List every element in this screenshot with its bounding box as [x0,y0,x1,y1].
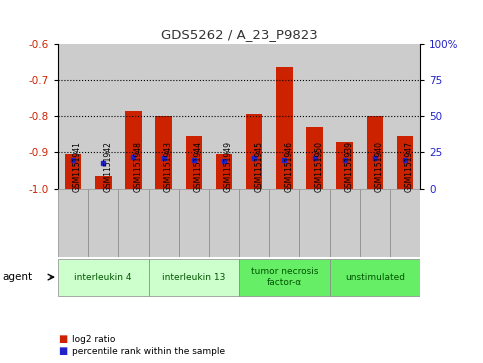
Bar [179,189,209,257]
Text: interleukin 13: interleukin 13 [162,273,226,282]
Bar [390,44,420,189]
Bar [149,258,239,295]
Text: GSM1151943: GSM1151943 [164,141,172,192]
Bar [156,116,172,189]
Bar [330,189,360,257]
Text: ■: ■ [58,334,67,344]
Text: tumor necrosis
factor-α: tumor necrosis factor-α [251,268,318,287]
Text: log2 ratio: log2 ratio [72,335,116,344]
Bar [270,189,299,257]
Bar [390,189,420,257]
Bar [209,189,239,257]
Bar [179,44,209,189]
Bar [88,44,118,189]
Bar [95,176,112,189]
Bar [209,44,239,189]
Bar [118,44,149,189]
Text: GSM1151948: GSM1151948 [133,141,142,192]
Bar [149,44,179,189]
Text: GSM1151941: GSM1151941 [73,141,82,192]
Text: GSM1151944: GSM1151944 [194,141,203,192]
Bar [239,189,270,257]
Bar [299,44,330,189]
Bar [330,258,420,295]
Text: GSM1151945: GSM1151945 [254,141,263,192]
Bar [216,154,232,189]
Bar [397,136,413,189]
Bar [337,142,353,189]
Text: unstimulated: unstimulated [345,273,405,282]
Bar [276,67,293,189]
Text: GSM1151947: GSM1151947 [405,141,414,192]
Bar [270,44,299,189]
Bar [299,189,330,257]
Bar [360,189,390,257]
Bar [306,127,323,189]
Text: GSM1151939: GSM1151939 [345,141,354,192]
Text: agent: agent [2,272,32,282]
Bar [125,111,142,189]
Text: interleukin 4: interleukin 4 [74,273,132,282]
Text: GSM1151946: GSM1151946 [284,141,293,192]
Bar [88,189,118,257]
Bar [360,44,390,189]
Bar [149,189,179,257]
Bar [239,258,330,295]
Text: GSM1151942: GSM1151942 [103,141,112,192]
Text: GSM1151950: GSM1151950 [314,141,324,192]
Bar [65,154,81,189]
Bar [246,114,262,189]
Title: GDS5262 / A_23_P9823: GDS5262 / A_23_P9823 [161,28,317,41]
Bar [58,44,88,189]
Bar [330,44,360,189]
Bar [58,258,149,295]
Bar [118,189,149,257]
Bar [367,116,383,189]
Bar [185,136,202,189]
Text: ■: ■ [58,346,67,356]
Text: percentile rank within the sample: percentile rank within the sample [72,347,226,356]
Text: GSM1151949: GSM1151949 [224,141,233,192]
Text: GSM1151940: GSM1151940 [375,141,384,192]
Bar [58,189,88,257]
Bar [239,44,270,189]
